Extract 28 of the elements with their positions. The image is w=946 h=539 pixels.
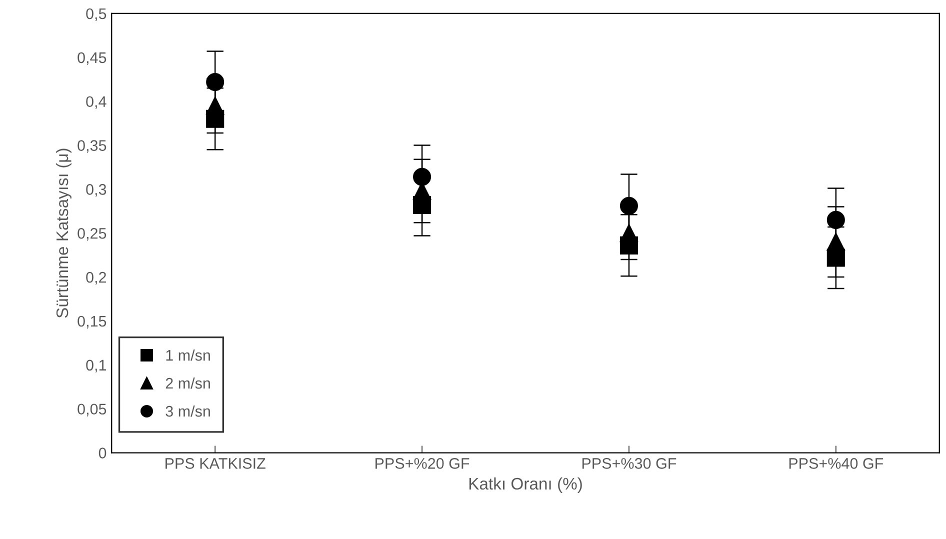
y-tick-label: 0,45 <box>78 52 106 65</box>
x-tick-label: PPS+%40 GF <box>789 458 884 469</box>
x-tick-label: PPS+%20 GF <box>376 458 470 469</box>
legend-label: 2 m/sn <box>166 377 210 389</box>
y-tick-label: 0,2 <box>86 272 106 285</box>
point <box>206 72 224 92</box>
point <box>620 224 638 242</box>
y-tick-label: 0,3 <box>86 184 106 197</box>
legend-label: 3 m/sn <box>166 405 210 417</box>
point <box>826 232 845 251</box>
point <box>620 196 638 215</box>
y-tick-label: 0,5 <box>86 8 106 21</box>
x-tick-label: PPS+%30 GF <box>582 458 676 469</box>
y-tick-label: 0,4 <box>86 96 106 109</box>
point <box>413 168 432 186</box>
x-axis-title: Katkı Oranı (%) <box>469 477 582 493</box>
y-tick-label: 0,35 <box>78 140 106 153</box>
point <box>826 210 845 229</box>
y-tick-label: 0,1 <box>86 360 106 372</box>
y-tick-label: 0 <box>98 448 106 458</box>
y-tick-label: 0,15 <box>78 316 106 328</box>
x-tick-label: PPS KATKISIZ <box>166 458 266 469</box>
y-tick-label: 0,25 <box>78 228 106 241</box>
y-tick-label: 0,05 <box>78 404 106 416</box>
point <box>206 96 224 115</box>
point <box>826 248 845 267</box>
y-axis-title: Sürtünme Katsayısı (μ) <box>56 148 72 318</box>
legend-label: 1 m/sn <box>166 349 210 361</box>
